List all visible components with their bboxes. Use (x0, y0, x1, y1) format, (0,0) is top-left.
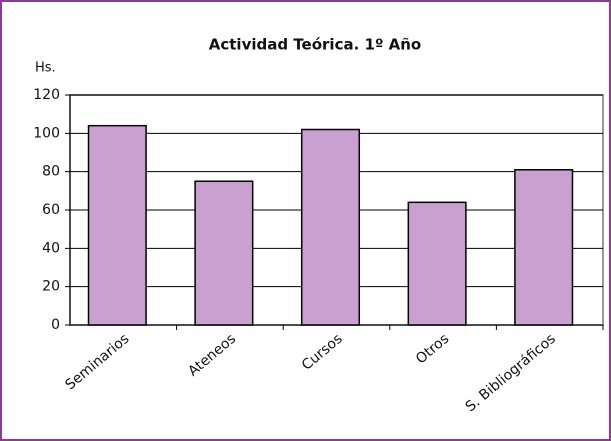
y-tick-label: 100 (33, 125, 60, 141)
y-axis-label: Hs. (35, 61, 56, 76)
y-tick-label: 20 (42, 279, 60, 295)
y-tick-label: 60 (42, 202, 60, 218)
bar (407, 201, 467, 326)
bar (87, 124, 147, 326)
bar (194, 180, 254, 326)
y-tick-label: 120 (33, 87, 60, 103)
y-tick-label: 80 (42, 164, 60, 180)
y-tick-label: 0 (51, 317, 60, 333)
bar (300, 128, 361, 326)
bar (514, 169, 574, 326)
y-tick-label: 40 (42, 240, 60, 256)
chart-title: Actividad Teórica. 1º Año (209, 36, 421, 54)
